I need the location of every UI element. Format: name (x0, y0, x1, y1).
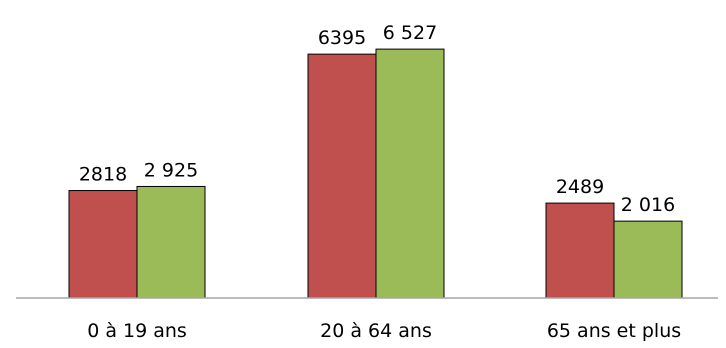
x-tick-label-2: 20 à 64 ans (320, 320, 432, 342)
bar-series2-3 (613, 220, 683, 299)
data-label-series2-3: 2 016 (621, 194, 675, 216)
data-labels-layer: 2818 2 925 6395 6 527 2489 2 016 (79, 22, 675, 216)
bars-layer (68, 48, 683, 299)
data-label-series2-1: 2 925 (144, 159, 198, 181)
data-label-series1-2: 6395 (318, 27, 366, 49)
x-tick-label-3: 65 ans et plus (547, 320, 681, 342)
data-label-series1-1: 2818 (79, 164, 127, 186)
data-label-series1-3: 2489 (556, 176, 604, 198)
bar-series1-1 (68, 190, 138, 299)
bar-series1-3 (545, 202, 615, 299)
bar-series1-2 (307, 53, 377, 299)
bar-series2-2 (375, 48, 445, 299)
x-tick-labels-layer: 0 à 19 ans 20 à 64 ans 65 ans et plus (87, 320, 681, 342)
bar-series2-1 (136, 185, 206, 299)
x-tick-label-1: 0 à 19 ans (87, 320, 187, 342)
data-label-series2-2: 6 527 (383, 22, 437, 44)
